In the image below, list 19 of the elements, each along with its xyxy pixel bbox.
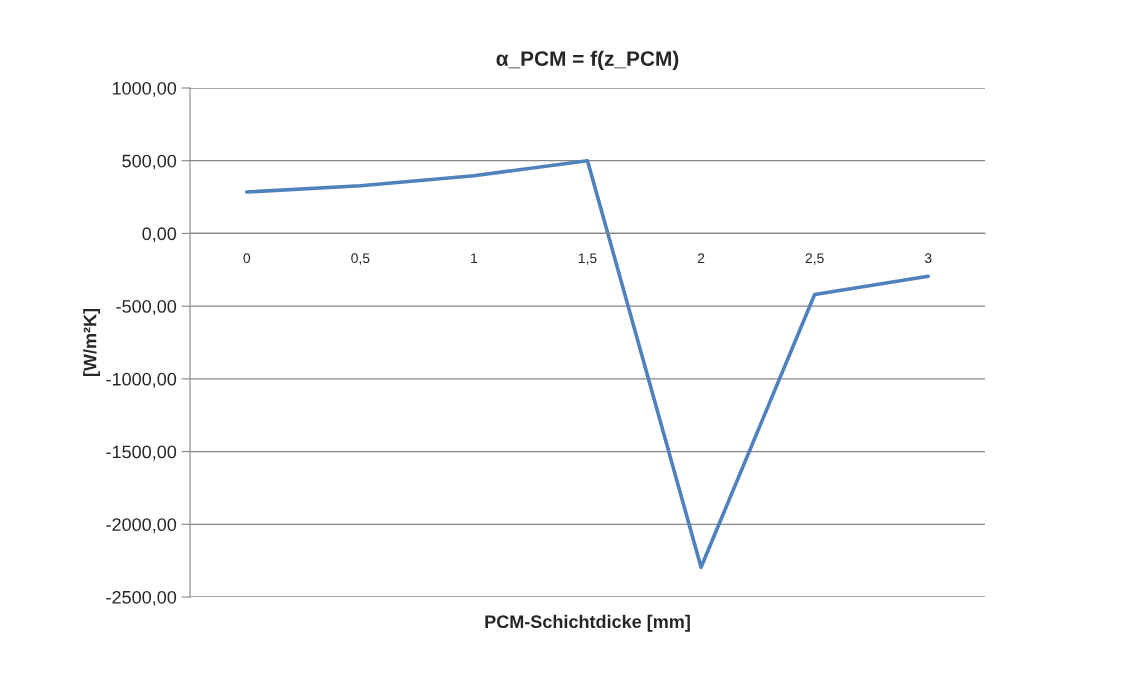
x-tick-label: 0,5 [351,253,370,265]
x-tick-label: 1,5 [578,253,597,265]
x-tick-label: 2 [697,253,705,263]
x-tick-label: 1 [471,253,478,263]
x-tick-label: 2,5 [805,253,824,265]
y-tick-label: -2000,00 [106,518,177,534]
x-tick-label: 3 [924,253,932,264]
x-axis-title: PCM-Schichtdicke [mm] [485,614,690,632]
chart-title: α_PCM = f(z_PCM) [496,50,679,71]
line-series [244,158,931,569]
y-tick-label: -2500,00 [106,590,177,606]
y-tick-label: -1000,00 [106,372,177,388]
x-tick-label: 0 [243,253,251,264]
y-axis-title: [W/m²K] [83,308,100,377]
y-tick-label: 1000,00 [112,81,177,97]
y-tick-label: 0,00 [142,227,177,243]
y-tick-label: 500,00 [122,154,177,170]
y-tick-label: -1500,00 [106,445,177,461]
y-tick-label: -500,00 [116,300,177,315]
